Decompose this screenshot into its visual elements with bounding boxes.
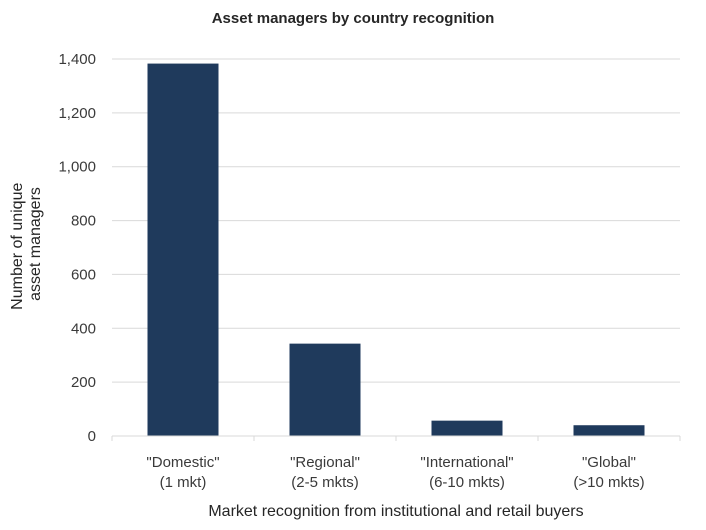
y-tick-label: 0 — [88, 428, 96, 445]
y-tick-label: 600 — [71, 266, 96, 283]
x-category-label-line: "Global" — [582, 454, 636, 471]
x-axis-category-labels: "Domestic" (1 mkt) "Regional" (2-5 mkts) "In… — [146, 454, 644, 491]
y-axis-tick-labels: 0 200 400 600 800 1,000 1,200 1,400 — [58, 51, 96, 445]
x-category-label-line: "Regional" — [290, 454, 360, 471]
x-category-label: "International" (6-10 mkts) — [420, 454, 513, 491]
y-axis-title-line-1: Number of unique — [9, 183, 26, 310]
x-category-label-line: (1 mkt) — [160, 474, 207, 491]
x-category-label-line: (2-5 mkts) — [291, 474, 359, 491]
bars — [147, 63, 645, 437]
y-tick-label: 1,000 — [58, 159, 96, 176]
x-axis-title: Market recognition from institutional an… — [208, 503, 583, 520]
x-category-label-line: (6-10 mkts) — [429, 474, 505, 491]
x-category-label-line: (>10 mkts) — [573, 474, 644, 491]
x-category-label: "Global" (>10 mkts) — [573, 454, 644, 491]
y-tick-label: 400 — [71, 320, 96, 337]
x-category-label: "Regional" (2-5 mkts) — [290, 454, 360, 491]
y-tick-label: 1,200 — [58, 105, 96, 122]
y-tick-label: 200 — [71, 374, 96, 391]
chart-title: Asset managers by country recognition — [212, 10, 495, 27]
x-category-label-line: "Domestic" — [146, 454, 219, 471]
x-category-label-line: "International" — [420, 454, 513, 471]
y-axis-title-line-2: asset managers — [27, 187, 44, 301]
y-tick-label: 1,400 — [58, 51, 96, 68]
bar — [289, 343, 361, 436]
y-tick-label: 800 — [71, 213, 96, 230]
bar — [147, 63, 219, 437]
x-axis-category-ticks — [111, 436, 681, 441]
y-axis-title: Number of unique asset managers — [9, 178, 44, 310]
bar — [573, 425, 645, 436]
x-category-label: "Domestic" (1 mkt) — [146, 454, 219, 491]
bar — [431, 420, 503, 436]
